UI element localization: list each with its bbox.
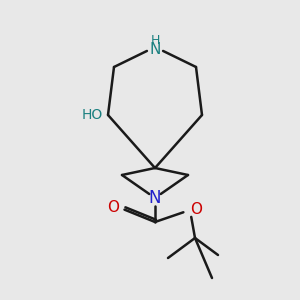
Text: HO: HO xyxy=(81,108,103,122)
Text: N: N xyxy=(149,41,161,56)
Text: H: H xyxy=(150,34,160,46)
Text: O: O xyxy=(107,200,119,214)
Text: N: N xyxy=(149,189,161,207)
Text: O: O xyxy=(190,202,202,217)
